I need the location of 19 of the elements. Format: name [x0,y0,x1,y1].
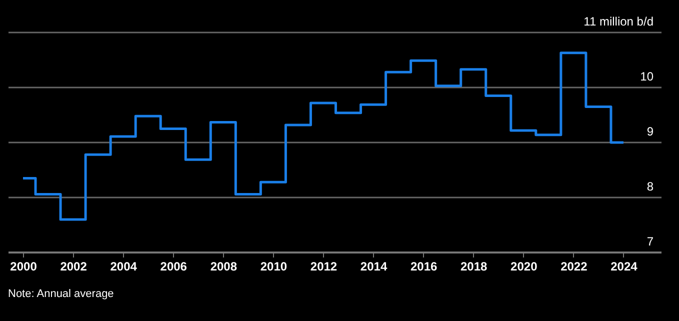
x-tick-label: 2022 [560,260,588,274]
x-tick-label: 2012 [310,260,338,274]
x-tick-label: 2008 [210,260,238,274]
x-tick-label: 2010 [260,260,288,274]
x-tick-label: 2000 [10,260,38,274]
x-tick-label: 2016 [410,260,438,274]
x-tick-label: 2014 [360,260,388,274]
y-tick-label: 9 [646,124,654,138]
y-tick-label: 11 million b/d [584,14,654,28]
y-tick-label: 10 [640,70,654,84]
y-tick-label: 7 [646,234,654,248]
y-tick-label: 8 [646,180,654,194]
text: Note: Annual average [8,288,114,301]
x-tick-label: 2002 [60,260,88,274]
x-tick-label: 2006 [160,260,188,274]
x-tick-label: 2024 [610,260,638,274]
x-tick-label: 2004 [110,260,138,274]
x-tick-label: 2020 [510,260,538,274]
x-tick-label: 2018 [460,260,488,274]
